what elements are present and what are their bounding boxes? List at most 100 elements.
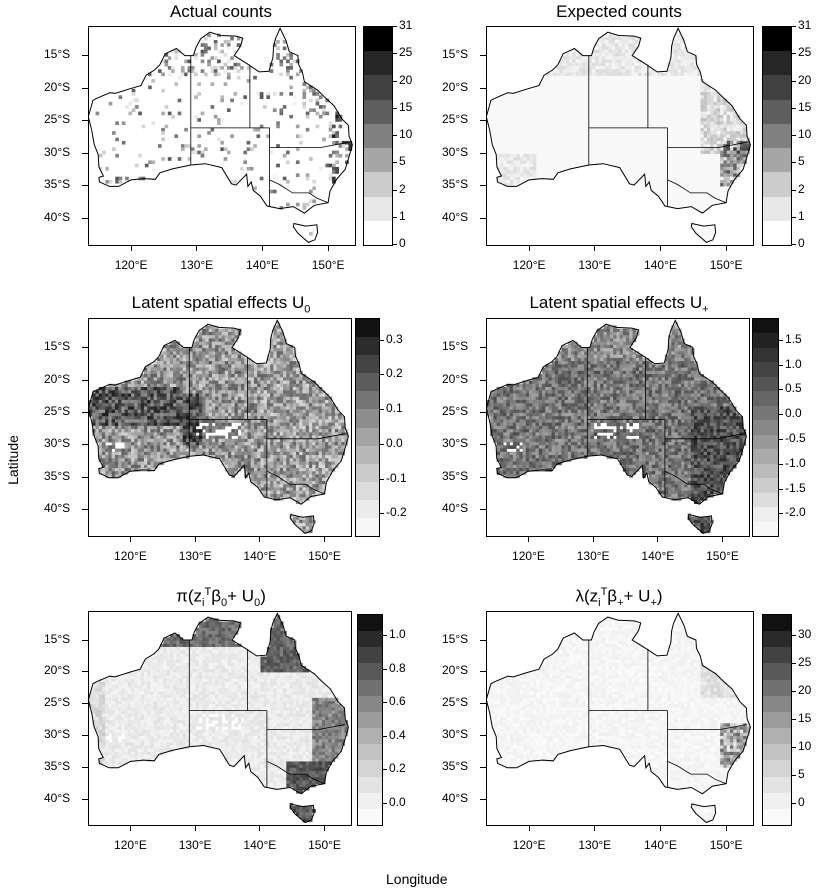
lat-tick-label: 40°S: [44, 209, 71, 224]
colorbar-tick-label: 0.3: [386, 331, 403, 346]
colorbar-tick-label: 15: [798, 711, 812, 725]
colorbar-segment: [358, 711, 382, 729]
lat-tick-label: 35°S: [442, 758, 469, 773]
mainland-outline: [487, 319, 747, 505]
colorbar-segment: [356, 409, 379, 428]
lat-tick-label: 30°S: [442, 726, 469, 741]
lon-tick-mark: [324, 825, 326, 831]
lat-tick-label: 20°S: [44, 663, 71, 678]
colorbar-tick-mark: [778, 389, 783, 391]
australia-map-expected: [487, 27, 751, 243]
raster-expected: [487, 30, 751, 243]
lat-tick-label: 15°S: [44, 631, 71, 646]
colorbar-segment: [753, 405, 778, 421]
colorbar-segment: [763, 679, 791, 697]
lon-tick-mark: [259, 536, 261, 542]
colorbar-segment: [753, 434, 778, 450]
lat-tick-mark: [82, 703, 88, 705]
lat-tick-label: 30°S: [442, 436, 469, 451]
raster-lambda: [487, 615, 751, 823]
lat-tick-label: 30°S: [44, 726, 71, 741]
lon-tick-label: 150°E: [308, 838, 341, 852]
state-border: [266, 470, 325, 495]
lat-tick-label: 25°S: [442, 695, 469, 710]
colorbar-tick-mark: [379, 409, 384, 411]
lon-tick-mark: [660, 825, 662, 831]
colorbar-segment: [763, 220, 791, 245]
colorbar-segment: [763, 663, 791, 681]
tasmania-outline: [289, 513, 315, 534]
lat-tick-label: 25°S: [442, 403, 469, 418]
lon-tick-mark: [725, 245, 727, 251]
lon-tick-mark: [196, 245, 198, 251]
colorbar-segment: [358, 808, 382, 825]
colorbar-tick-mark: [778, 339, 783, 341]
colorbar-tick-label: 10: [399, 127, 413, 141]
colorbar-tick-label: 1.5: [785, 331, 802, 346]
lat-tick-mark: [82, 379, 88, 381]
colorbar-tick-label: 5: [399, 154, 406, 169]
colorbar-tick-label: 25: [798, 655, 812, 669]
colorbar-tick-mark: [791, 635, 796, 636]
lat-tick-mark: [82, 639, 88, 641]
colorbar-tick-label: 0: [798, 236, 805, 250]
lat-tick-mark: [480, 509, 486, 511]
colorbar-segment: [364, 75, 392, 101]
colorbar-segment: [358, 615, 382, 632]
colorbar-segment: [364, 99, 392, 125]
lat-tick-mark: [480, 55, 486, 57]
state-border: [667, 724, 748, 730]
lat-tick-mark: [480, 411, 486, 413]
lat-tick-label: 20°S: [442, 371, 469, 386]
y-axis-label: Latitude: [4, 435, 21, 485]
colorbar-segment: [763, 172, 791, 198]
state-border: [664, 433, 744, 440]
colorbar-segment: [753, 521, 778, 536]
panel-title-expected: Expected counts: [556, 2, 682, 21]
colorbar-tick-mark: [791, 747, 796, 748]
lat-tick-label: 35°S: [44, 177, 71, 192]
colorbar-segment: [753, 362, 778, 378]
tasmania-outline: [289, 803, 315, 824]
lon-tick-mark: [262, 245, 264, 251]
lon-tick-mark: [725, 825, 727, 831]
colorbar-tick-mark: [791, 719, 796, 720]
lon-tick-label: 130°E: [180, 258, 214, 272]
lat-tick-mark: [480, 87, 486, 89]
colorbar-segment: [358, 631, 382, 648]
state-border: [667, 179, 727, 204]
colorbar-segment: [763, 711, 791, 729]
lat-tick-label: 30°S: [44, 436, 71, 451]
mainland-outline: [487, 27, 751, 214]
lat-tick-mark: [82, 55, 88, 57]
australia-map-u0: [89, 319, 349, 534]
lon-tick-mark: [594, 825, 596, 831]
lon-tick-mark: [660, 245, 662, 251]
colorbar-tick-mark: [379, 374, 384, 376]
lat-tick-mark: [480, 217, 486, 219]
lon-tick-label: 140°E: [644, 838, 677, 852]
tasmania-outline: [292, 222, 319, 243]
mainland-outline: [89, 612, 349, 795]
colorbar-tick-mark: [791, 189, 796, 191]
colorbar-tick-mark: [382, 803, 387, 804]
colorbar-tick-mark: [791, 775, 796, 776]
colorbar-tick-mark: [791, 663, 796, 664]
colorbar-tick-label: 10: [798, 127, 812, 141]
colorbar-tick-label: 30: [798, 627, 812, 641]
lat-tick-label: 25°S: [44, 695, 71, 710]
australia-map-lambda: [487, 612, 751, 824]
colorbar-tick-label: 0.2: [386, 366, 403, 381]
lon-tick-mark: [194, 825, 196, 831]
colorbar-tick-label: -0.2: [386, 505, 407, 520]
colorbar-tick-mark: [778, 438, 783, 440]
colorbar-tick-label: 20: [399, 72, 413, 87]
map-plot-uplus: [486, 318, 750, 537]
lat-tick-label: 35°S: [442, 177, 469, 192]
colorbar-segment: [356, 499, 379, 519]
lat-tick-mark: [480, 766, 486, 768]
colorbar-tick-label: -2.0: [785, 505, 806, 520]
lat-tick-label: 40°S: [442, 790, 469, 805]
lat-tick-label: 20°S: [44, 371, 71, 386]
map-plot-pi: [88, 611, 352, 826]
